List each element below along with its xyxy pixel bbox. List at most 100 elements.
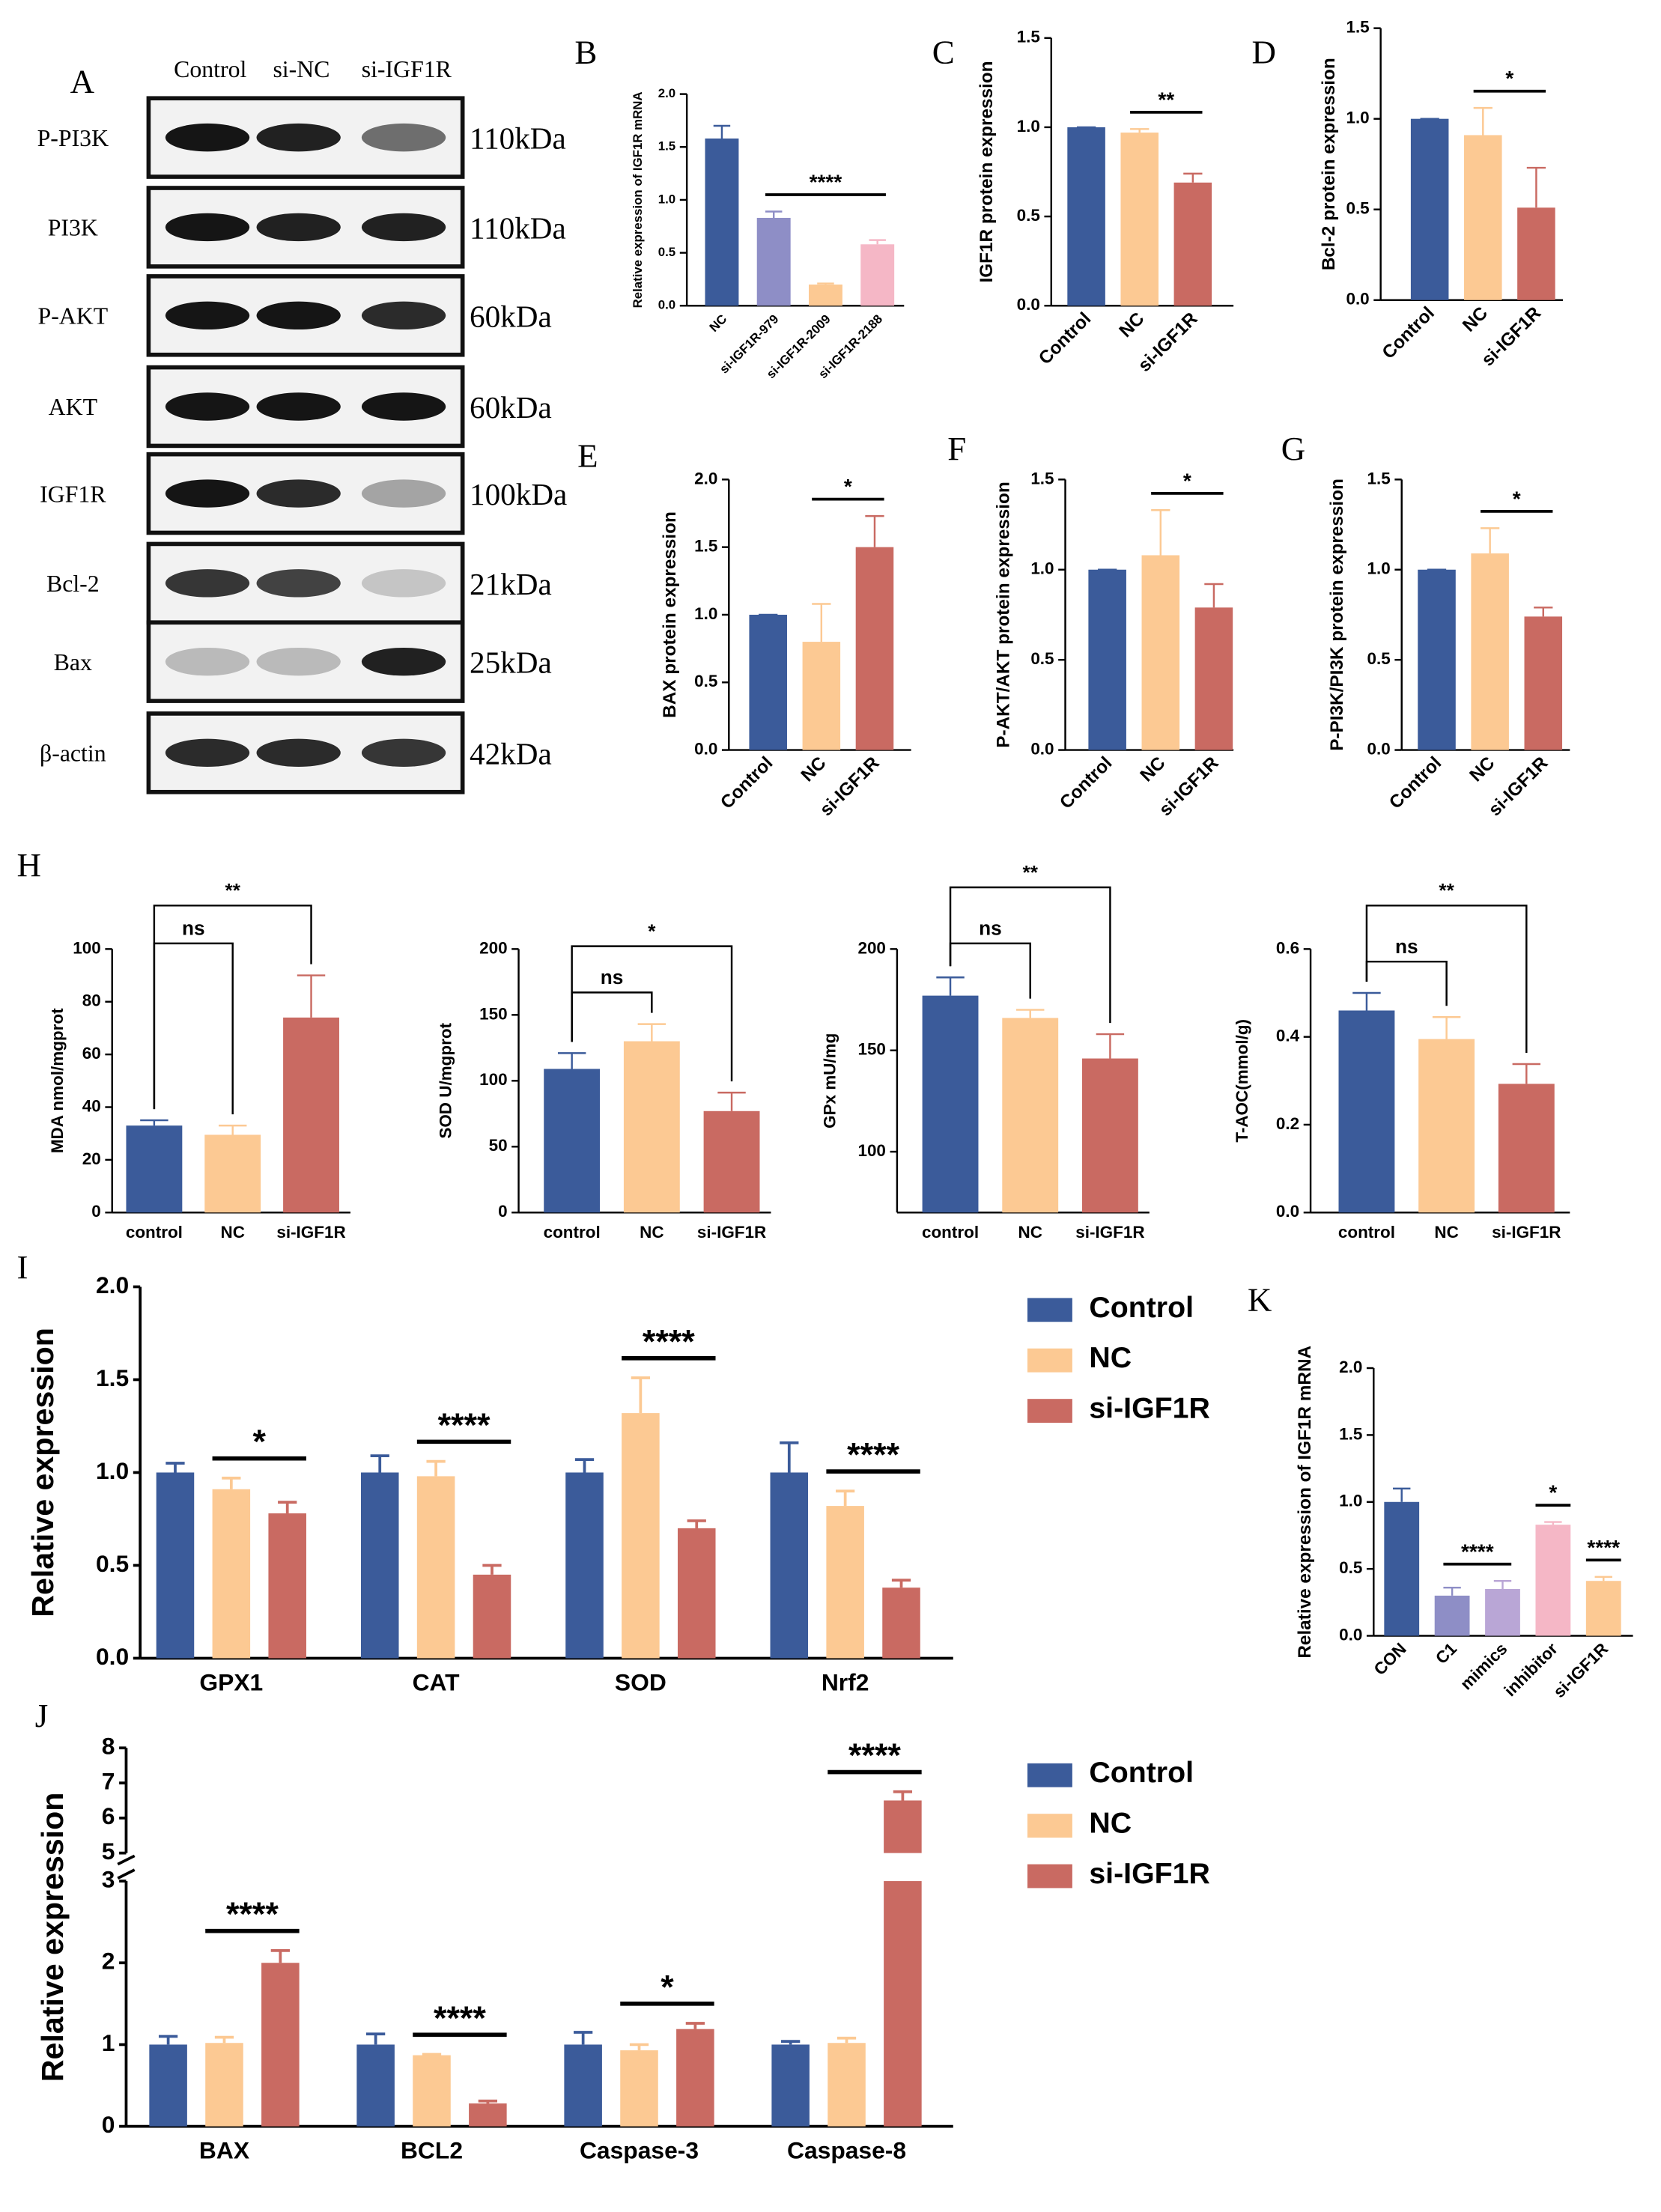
bar <box>1120 133 1159 306</box>
lane-label: Control <box>174 56 246 82</box>
size-label: 21kDa <box>470 567 552 601</box>
band <box>256 213 341 242</box>
error-bar <box>1130 128 1150 133</box>
band <box>361 479 446 508</box>
band <box>165 647 250 676</box>
band <box>361 213 446 242</box>
bar <box>922 995 979 1213</box>
error-bar <box>218 1124 247 1135</box>
error-bar <box>687 1519 706 1528</box>
band <box>256 647 341 676</box>
error-bar <box>482 1564 502 1575</box>
bar <box>1081 1058 1138 1213</box>
panel-label: K <box>1248 1280 1272 1318</box>
significance-label: * <box>1549 1481 1557 1504</box>
significance-bracket <box>1365 960 1448 1006</box>
x-tick-label: si-IGF1R <box>1075 1223 1144 1242</box>
x-tick-label: CAT <box>413 1669 461 1696</box>
protein-label: IGF1R <box>40 481 106 507</box>
legend-swatch <box>1027 1348 1072 1373</box>
y-tick-label: 0 <box>102 2111 115 2138</box>
y-tick-label: 1.5 <box>1346 18 1369 37</box>
significance-label: ns <box>601 966 624 988</box>
bar <box>623 1041 680 1213</box>
bar <box>1410 118 1449 300</box>
bar <box>1524 616 1563 750</box>
x-tick-label: Control <box>1385 753 1445 812</box>
y-tick-label: 100 <box>73 938 100 957</box>
size-label: 60kDa <box>470 299 552 333</box>
significance-bracket <box>949 886 1111 1024</box>
bar <box>356 2044 395 2127</box>
y-tick-label: 1.5 <box>1030 469 1054 487</box>
protein-label: P-AKT <box>38 303 109 329</box>
y-tick-label: 0.5 <box>694 672 717 690</box>
y-tick-label: 0 <box>498 1202 508 1221</box>
significance-label: **** <box>434 1999 486 2037</box>
significance-label: **** <box>226 1895 279 1933</box>
error-bar <box>1016 1009 1045 1018</box>
y-tick-label: 2.0 <box>658 86 675 100</box>
y-tick-label: 2.0 <box>1339 1358 1362 1376</box>
significance-label: * <box>1505 67 1513 90</box>
error-bar <box>891 1579 911 1588</box>
error-bar <box>1544 1521 1562 1525</box>
size-label: 42kDa <box>470 736 552 771</box>
panel-label: G <box>1281 430 1305 467</box>
significance-label: ns <box>182 917 205 940</box>
y-tick-label: 0.5 <box>1367 649 1391 668</box>
error-bar <box>781 2040 801 2045</box>
significance-label: ns <box>1395 935 1418 958</box>
legend-swatch <box>1027 1298 1072 1322</box>
y-tick-label: 0.0 <box>96 1643 129 1670</box>
bar <box>1464 135 1502 300</box>
band <box>165 569 250 598</box>
y-tick-label: 0.0 <box>1030 740 1054 759</box>
panel-label: F <box>947 430 966 467</box>
x-tick-label: Nrf2 <box>822 1669 869 1696</box>
band <box>256 301 341 330</box>
x-tick-label: si-IGF1R <box>276 1223 345 1242</box>
significance-label: **** <box>847 1435 899 1474</box>
error-bar <box>1432 1016 1461 1039</box>
bar <box>1485 1588 1520 1636</box>
band <box>256 123 341 152</box>
error-bar <box>893 1790 913 1801</box>
y-tick-label: 1.5 <box>694 537 717 556</box>
band <box>165 213 250 242</box>
y-tick-label: 1.0 <box>1346 109 1369 127</box>
protein-label: PI3K <box>48 215 98 241</box>
bar <box>416 1476 455 1659</box>
y-tick-label: 0.5 <box>96 1550 129 1577</box>
y-axis-label: BAX protein expression <box>660 511 680 718</box>
bar <box>1067 127 1105 306</box>
y-tick-label: 1.0 <box>96 1457 129 1484</box>
x-tick-label: NC <box>1116 309 1149 341</box>
band <box>361 392 446 421</box>
y-axis-label: P-AKT/AKT protein expression <box>994 481 1014 748</box>
bar <box>884 1800 922 1853</box>
error-bar <box>1151 509 1170 556</box>
band <box>256 392 341 421</box>
x-tick-label: BCL2 <box>401 2137 463 2164</box>
error-bar <box>365 2032 386 2045</box>
size-label: 110kDa <box>470 210 566 245</box>
y-tick-label: 6 <box>102 1802 115 1829</box>
y-tick-label: 0.0 <box>1276 1202 1299 1221</box>
bar <box>212 1489 251 1659</box>
x-tick-label: control <box>126 1223 183 1242</box>
error-bar <box>1481 527 1500 554</box>
error-bar <box>1594 1576 1612 1581</box>
panel-label: I <box>16 1248 28 1286</box>
y-tick-label: 1.0 <box>1339 1492 1362 1510</box>
bar <box>860 244 895 306</box>
bar <box>469 2103 507 2127</box>
bar <box>802 642 841 750</box>
error-bar <box>1183 172 1203 183</box>
y-tick-label: 200 <box>857 938 885 957</box>
bar <box>756 217 791 306</box>
significance-label: * <box>1513 487 1521 510</box>
y-tick-label: 1.0 <box>1017 117 1040 136</box>
error-bar <box>1204 583 1224 608</box>
